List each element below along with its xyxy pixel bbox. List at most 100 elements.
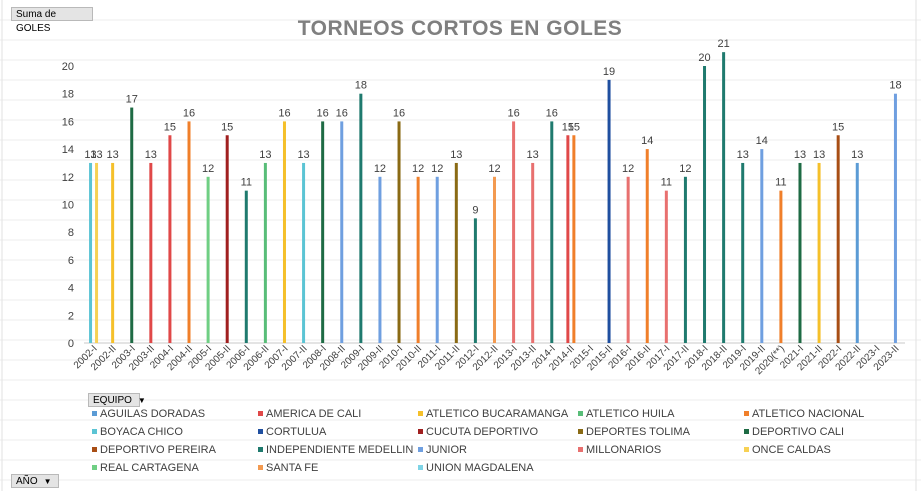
sum-field-button[interactable]: Suma de GOLES [11,7,93,34]
legend-swatch [744,446,749,452]
data-label: 9 [472,204,478,216]
bar[interactable] [893,93,897,343]
data-label: 13 [259,149,271,161]
bar[interactable] [683,176,687,343]
data-label: 15 [832,121,844,133]
bar[interactable] [130,107,134,343]
chart-title: TORNEOS CORTOS EN GOLES [297,17,623,40]
bar[interactable] [378,176,382,343]
sum-field-label: Suma de GOLES [16,9,57,34]
data-label: 13 [794,149,806,161]
data-label: 16 [183,107,195,119]
data-label: 15 [568,121,580,133]
bar[interactable] [855,162,859,343]
bar[interactable] [244,190,248,343]
legend-swatch [92,446,97,452]
y-tick-label: 2 [68,310,74,322]
legend-item: ATLETICO NACIONAL [744,407,864,421]
bar[interactable] [263,162,267,343]
bar[interactable] [89,162,93,343]
bar[interactable] [645,149,649,343]
data-label: 13 [851,149,863,161]
bar[interactable] [607,79,611,343]
data-label: 12 [374,163,386,175]
data-label: 21 [717,38,729,50]
bar[interactable] [149,162,153,343]
bar[interactable] [111,162,115,343]
bar[interactable] [572,135,576,343]
bar[interactable] [512,121,516,344]
equipo-field-button[interactable]: EQUIPO ▼ [88,393,146,407]
bar[interactable] [550,121,554,344]
legend-item: INDEPENDIENTE MEDELLIN [258,443,413,457]
legend-label: JUNIOR [426,444,467,456]
legend-swatch [578,446,583,452]
legend-item: ATLETICO BUCARAMANGA [418,407,568,421]
legend-swatch [92,410,97,416]
bar[interactable] [168,135,172,343]
bar[interactable] [416,176,420,343]
legend-item: SANTA FE [258,461,318,475]
legend-item: CUCUTA DEPORTIVO [418,425,538,439]
bar[interactable] [435,176,439,343]
bar[interactable] [282,121,286,344]
bar[interactable] [703,66,707,343]
bar[interactable] [206,176,210,343]
legend-swatch [578,428,583,434]
y-tick-label: 20 [62,61,74,73]
data-label: 16 [317,107,329,119]
bar[interactable] [340,121,344,344]
legend-swatch [258,428,263,434]
data-label: 19 [603,66,615,78]
legend-label: ONCE CALDAS [752,444,831,456]
bar[interactable] [722,52,726,344]
data-label: 12 [202,163,214,175]
y-tick-label: 6 [68,255,74,267]
data-label: 11 [661,177,672,189]
bar[interactable] [187,121,191,344]
bar[interactable] [397,121,401,344]
bar[interactable] [836,135,840,343]
data-label: 12 [622,163,634,175]
data-label: 13 [84,149,96,161]
bar[interactable] [817,162,821,343]
data-label: 13 [737,149,749,161]
bar[interactable] [626,176,630,343]
bar[interactable] [359,93,363,343]
bar[interactable] [741,162,745,343]
bar[interactable] [531,162,535,343]
data-label: 12 [431,163,443,175]
legend-item: CORTULUA [258,425,326,439]
data-label: 20 [698,52,710,64]
data-label: 16 [336,107,348,119]
bar[interactable] [566,135,570,343]
data-label: 13 [145,149,157,161]
data-label: 13 [107,149,119,161]
anio-field-button[interactable]: AÑO ▼ [11,474,59,488]
legend-swatch [418,428,423,434]
legend-swatch [418,464,423,470]
legend-label: ATLETICO HUILA [586,408,675,420]
data-label: 13 [297,149,309,161]
data-label: 15 [562,121,574,133]
bar[interactable] [95,162,99,343]
data-label: 13 [450,149,462,161]
bar[interactable] [473,218,477,343]
bar[interactable] [664,190,668,343]
data-label: 14 [756,135,768,147]
bar[interactable] [779,190,783,343]
bar[interactable] [798,162,802,343]
data-label: 13 [90,149,102,161]
bar[interactable] [493,176,496,343]
y-tick-label: 8 [68,227,74,239]
bar[interactable] [760,149,764,343]
bar[interactable] [302,162,306,343]
bar[interactable] [321,121,325,344]
bar[interactable] [225,135,229,343]
legend-swatch [418,446,423,452]
legend-label: UNION MAGDALENA [426,462,534,474]
legend-label: CUCUTA DEPORTIVO [426,426,539,438]
data-label: 15 [164,121,176,133]
bar[interactable] [454,162,458,343]
